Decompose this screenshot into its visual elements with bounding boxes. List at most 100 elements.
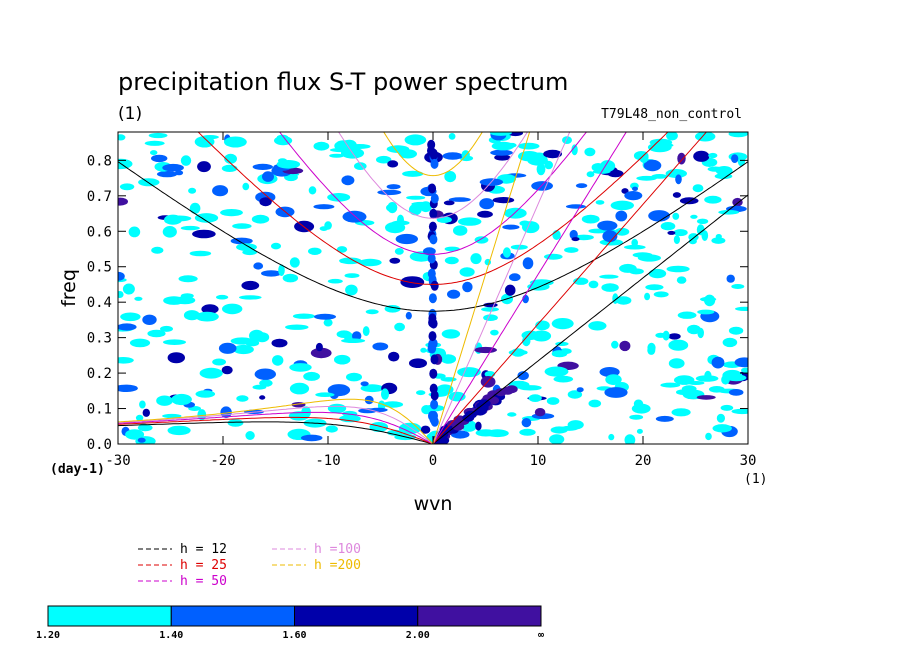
contour-blob bbox=[179, 275, 197, 280]
contour-blob bbox=[428, 221, 437, 232]
contour-blob bbox=[157, 170, 178, 178]
contour-blob bbox=[553, 375, 574, 383]
contour-blob bbox=[310, 347, 332, 359]
contour-blob bbox=[624, 434, 636, 444]
colorbar: 1.20 1.40 1.60 2.00 ∞ bbox=[36, 605, 544, 641]
contour-blob bbox=[633, 151, 649, 161]
contour-blob bbox=[405, 311, 412, 320]
contour-blob bbox=[222, 303, 243, 315]
contour-blob bbox=[576, 387, 584, 393]
contour-blob bbox=[327, 384, 351, 397]
contour-blob bbox=[673, 229, 688, 237]
contour-blob bbox=[428, 410, 436, 421]
contour-blob bbox=[704, 370, 712, 381]
contour-blob bbox=[615, 296, 632, 305]
contour-blob bbox=[360, 381, 369, 387]
legend-label: h = 12 bbox=[180, 542, 227, 557]
contour-blob bbox=[690, 214, 698, 219]
contour-blob bbox=[551, 318, 574, 330]
contour-blob bbox=[139, 400, 146, 409]
contour-blob bbox=[712, 424, 732, 433]
colorbar-label: 2.00 bbox=[406, 630, 430, 641]
contour-blob bbox=[458, 217, 482, 226]
contour-blob bbox=[150, 150, 158, 156]
contour-blob bbox=[300, 434, 323, 442]
legend-label: h =200 bbox=[314, 558, 361, 573]
contour-blob bbox=[693, 150, 710, 162]
contour-blob bbox=[474, 236, 489, 244]
contour-blob bbox=[118, 158, 133, 170]
contour-blob bbox=[254, 368, 276, 380]
contour-blob bbox=[440, 377, 457, 382]
contour-blob bbox=[474, 346, 497, 354]
contour-blob bbox=[199, 367, 223, 379]
contour-blob bbox=[708, 152, 718, 159]
contour-blob bbox=[420, 425, 431, 434]
contour-blob bbox=[423, 247, 436, 256]
contour-blob bbox=[339, 257, 362, 265]
contour-blob bbox=[584, 147, 596, 157]
contour-blob bbox=[569, 229, 578, 240]
contour-blob bbox=[575, 183, 588, 189]
contour-blob bbox=[314, 313, 336, 320]
contour-blob bbox=[651, 174, 668, 179]
contour-blob bbox=[212, 185, 229, 197]
legend-label: h =100 bbox=[314, 542, 361, 557]
y-axis: 0.0 0.1 0.2 0.3 0.4 0.5 0.6 0.7 0.8 bbox=[87, 153, 748, 453]
contour-blob bbox=[443, 200, 455, 206]
contour-blob bbox=[459, 267, 475, 277]
contour-blob bbox=[517, 142, 540, 150]
contour-blob bbox=[189, 202, 201, 214]
contour-blob bbox=[278, 264, 285, 277]
contour-blob bbox=[252, 384, 267, 390]
contour-blob bbox=[144, 140, 165, 146]
contour-blob bbox=[334, 354, 351, 365]
x-unit-label: (1) bbox=[744, 472, 767, 487]
contour-blob bbox=[551, 350, 568, 358]
contour-blob bbox=[430, 280, 439, 291]
contour-blob bbox=[665, 169, 687, 178]
contour-blob bbox=[671, 408, 691, 417]
contour-blob bbox=[536, 163, 546, 176]
contour-blob bbox=[430, 399, 439, 410]
colorbar-label: 1.60 bbox=[282, 630, 306, 641]
contour-blob bbox=[697, 309, 715, 315]
contour-blob bbox=[481, 307, 499, 312]
contour-blob bbox=[387, 160, 399, 168]
contour-blob bbox=[604, 387, 628, 398]
contour-blob bbox=[567, 390, 583, 399]
contour-blob bbox=[358, 258, 382, 267]
contour-blob bbox=[442, 152, 463, 160]
contour-blob bbox=[180, 155, 192, 166]
y-tick-label: 0.8 bbox=[87, 153, 112, 169]
contour-blob bbox=[527, 154, 548, 166]
contour-blob bbox=[221, 164, 238, 172]
contour-blob bbox=[369, 422, 389, 432]
contour-blob bbox=[711, 237, 726, 244]
contour-blob bbox=[732, 197, 743, 207]
contour-blob bbox=[428, 183, 437, 194]
contour-blob bbox=[394, 322, 405, 332]
x-axis: -30 -20 -10 0 10 20 30 bbox=[105, 132, 756, 469]
contour-blob bbox=[655, 415, 674, 422]
contour-blob bbox=[128, 226, 141, 238]
contour-blob bbox=[416, 390, 426, 396]
contour-blob bbox=[608, 433, 615, 441]
contour-blob bbox=[195, 311, 219, 322]
contour-blob bbox=[313, 141, 330, 151]
contour-blob bbox=[249, 329, 265, 342]
legend-label: h = 50 bbox=[180, 574, 227, 589]
contour-blob bbox=[348, 144, 371, 149]
contour-blob bbox=[711, 356, 725, 369]
contour-blob bbox=[636, 428, 643, 434]
contour-blob bbox=[327, 278, 343, 284]
contour-blob bbox=[319, 226, 329, 232]
contour-blob bbox=[728, 132, 748, 138]
contour-blob bbox=[315, 342, 323, 352]
contour-blob bbox=[118, 134, 126, 141]
contour-blob bbox=[599, 274, 619, 279]
contour-blob bbox=[708, 386, 725, 393]
contour-blob bbox=[447, 289, 461, 299]
contour-blob bbox=[162, 163, 184, 172]
